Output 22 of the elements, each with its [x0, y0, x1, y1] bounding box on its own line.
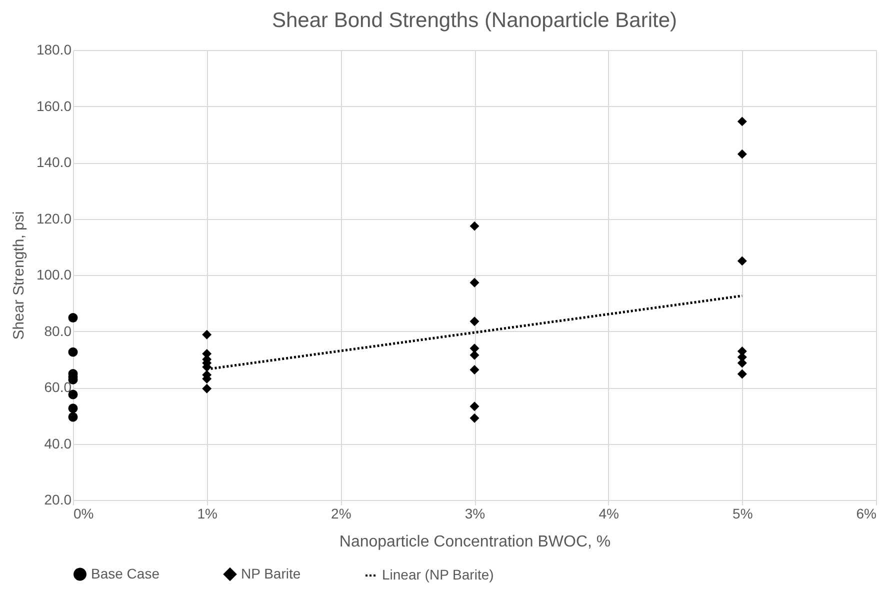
y-tick-label: 100.0	[36, 266, 72, 282]
legend-label: Linear (NP Barite)	[382, 566, 494, 582]
x-tick-label: 1%	[197, 506, 218, 522]
x-tick-label: 3%	[464, 506, 486, 522]
y-tick-label: 60.0	[44, 379, 72, 395]
y-tick-label: 40.0	[44, 435, 72, 452]
x-tick-label: 5%	[732, 506, 753, 522]
y-tick-label: 180.0	[36, 42, 72, 58]
legend-label: NP Barite	[241, 565, 301, 582]
x-tick-label: 0%	[74, 506, 94, 522]
x-tick-label: 6%	[856, 506, 876, 522]
y-tick-label: 20.0	[44, 492, 72, 508]
y-tick-label: 80.0	[44, 322, 72, 339]
y-axis-title: Shear Strength, psi	[10, 211, 28, 340]
x-tick-label: 2%	[331, 506, 352, 522]
y-tick-label: 140.0	[36, 154, 72, 170]
y-tick-label: 120.0	[36, 210, 72, 226]
legend-label: Base Case	[91, 565, 160, 582]
x-tick-label: 4%	[598, 506, 619, 522]
chart-title: Shear Bond Strengths (Nanoparticle Barite)	[272, 9, 678, 32]
x-axis-title: Nanoparticle Concentration BWOC, %	[339, 534, 611, 550]
y-tick-label: 160.0	[36, 98, 72, 114]
